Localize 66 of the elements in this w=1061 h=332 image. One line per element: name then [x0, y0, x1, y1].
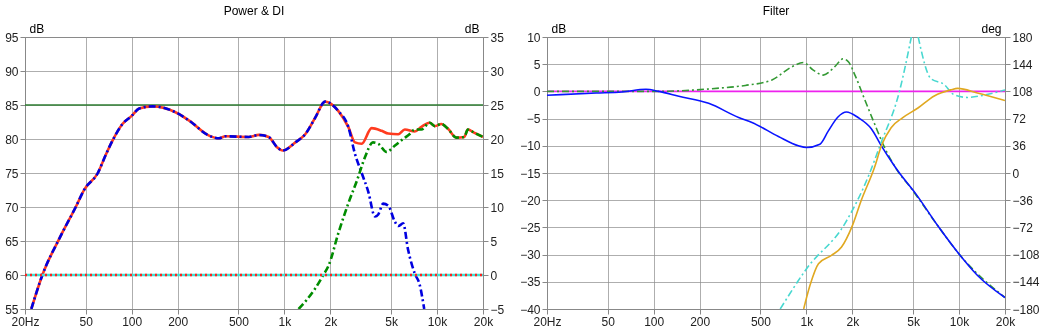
x-tick-label: 100 [644, 314, 665, 329]
y-tick-label: −35 [520, 275, 541, 290]
y2-tick-label: −72 [1012, 220, 1034, 235]
y-tick-label: 0 [533, 84, 541, 99]
y-tick-label: 90 [5, 64, 19, 79]
x-tick-label: 2k [846, 314, 861, 329]
y2-tick-label: 35 [490, 30, 505, 45]
y-tick-label: −10 [520, 139, 541, 154]
y-tick-label: 70 [5, 200, 19, 215]
y2-tick-label: 10 [490, 200, 505, 215]
y2-tick-label: 0 [1012, 166, 1020, 181]
y2-tick-label: 72 [1012, 112, 1027, 127]
x-tick-label: 200 [690, 314, 711, 329]
y2-tick-label: 15 [490, 166, 505, 181]
y2-tick-label: 20 [490, 132, 505, 147]
x-tick-label: 500 [228, 314, 250, 329]
y2-axis-title: dB [464, 21, 480, 36]
y-tick-label: 10 [527, 30, 541, 45]
y-tick-label: −20 [520, 193, 541, 208]
x-tick-label: 500 [750, 314, 772, 329]
y2-tick-label: −5 [490, 302, 505, 317]
y2-tick-label: 25 [490, 98, 505, 113]
x-tick-label: 100 [122, 314, 143, 329]
y-tick-label: 65 [5, 234, 19, 249]
x-tick-label: 200 [168, 314, 189, 329]
y-tick-label: 55 [5, 302, 19, 317]
x-tick-label: 1k [278, 314, 293, 329]
y2-tick-label: 0 [490, 268, 498, 283]
y-tick-label: −15 [520, 166, 541, 181]
y2-tick-label: 180 [1012, 30, 1033, 45]
x-tick-label: 50 [79, 314, 94, 329]
y2-tick-label: 5 [490, 234, 498, 249]
chart-title: Filter [762, 4, 790, 18]
x-tick-label: 1k [800, 314, 815, 329]
y2-tick-label: −36 [1012, 193, 1034, 208]
y2-tick-label: −108 [1012, 248, 1040, 263]
y-tick-label: 75 [5, 166, 19, 181]
x-tick-label: 20k [995, 314, 1017, 329]
x-tick-label: 20Hz [533, 314, 562, 329]
y-tick-label: 85 [5, 98, 19, 113]
y-tick-label: −40 [520, 302, 541, 317]
chart-title: Power & DI [223, 4, 285, 18]
y2-tick-label: 30 [490, 64, 505, 79]
x-tick-label: 5k [385, 314, 399, 329]
y-axis-title: dB [551, 21, 567, 36]
y2-tick-label: 108 [1012, 84, 1033, 99]
y2-tick-label: 36 [1012, 139, 1027, 154]
x-tick-label: 2k [324, 314, 339, 329]
y2-tick-label: −144 [1012, 275, 1040, 290]
y-tick-label: 80 [5, 132, 19, 147]
y2-tick-label: −180 [1012, 302, 1040, 317]
y-tick-label: 5 [533, 57, 541, 72]
y-tick-label: −25 [520, 220, 541, 235]
y-tick-label: 95 [5, 30, 19, 45]
x-tick-label: 50 [601, 314, 616, 329]
y2-axis-title: deg [981, 21, 1002, 36]
y-tick-label: −30 [520, 248, 541, 263]
x-tick-label: 5k [907, 314, 921, 329]
x-tick-label: 10k [949, 314, 971, 329]
y-tick-label: 60 [5, 268, 19, 283]
y-tick-label: −5 [526, 112, 541, 127]
y-axis-title: dB [29, 21, 45, 36]
y2-tick-label: 144 [1012, 57, 1033, 72]
x-tick-label: 20Hz [11, 314, 40, 329]
x-tick-label: 10k [427, 314, 449, 329]
x-tick-label: 20k [473, 314, 495, 329]
